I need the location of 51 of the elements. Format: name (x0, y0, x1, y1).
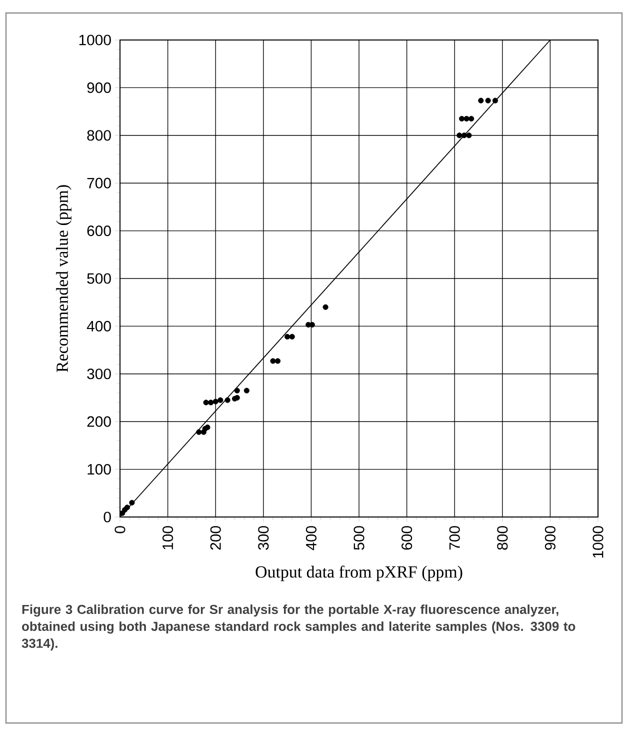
x-tick-label: 1000 (592, 526, 604, 558)
point (203, 400, 209, 406)
point (284, 334, 290, 340)
point (458, 116, 465, 122)
point (468, 116, 474, 122)
point (485, 98, 491, 104)
point (492, 98, 498, 104)
point (218, 397, 224, 403)
y-tick-label: 900 (87, 82, 111, 93)
point (456, 132, 462, 138)
x-tick-label: 400 (306, 526, 316, 550)
y-tick-label: 800 (87, 130, 111, 141)
point (124, 504, 130, 510)
point (274, 358, 281, 364)
x-tick-label: 900 (544, 526, 556, 550)
x-tick-label: 500 (354, 526, 364, 550)
y-tick-label: 300 (87, 368, 111, 380)
y-tick-label: 200 (87, 416, 111, 427)
y-tick-label: 0 (104, 512, 111, 522)
point (129, 500, 135, 506)
y-tick-label: 1000 (79, 34, 111, 46)
point (234, 394, 240, 401)
point (244, 388, 250, 394)
x-tick-label: 300 (258, 526, 269, 550)
point (234, 388, 240, 394)
point (204, 424, 210, 430)
y-tick-label: 100 (88, 464, 111, 475)
point (196, 429, 202, 435)
x-axis-title: Output data from pXRF (ppm) (256, 566, 462, 582)
y-tick-label: 400 (86, 320, 111, 332)
point (224, 397, 230, 403)
point (466, 132, 472, 138)
y-tick-label: 700 (87, 178, 111, 188)
point (322, 304, 328, 310)
x-tick-label: 0 (114, 526, 126, 534)
x-tick-label: 800 (497, 526, 508, 550)
point (208, 400, 214, 406)
x-tick-label: 100 (162, 526, 174, 550)
y-tick-label: 600 (87, 226, 111, 236)
x-tick-label: 700 (449, 526, 460, 550)
point (464, 116, 470, 122)
point (461, 132, 467, 138)
point (270, 358, 276, 364)
text: Figure 3 Calibration curve for Sr analysis for the portable X-ray fluorescence analyzer, obtained using both Japanese standard rock samples and laterite samples (Nos. 3309 to 3314). (22, 604, 576, 650)
point (289, 334, 295, 340)
x-tick-label: 600 (402, 526, 412, 550)
y-axis-title: Recommended value (ppm) (56, 185, 72, 372)
point (478, 98, 484, 104)
x-tick-label: 200 (210, 526, 221, 550)
point (212, 398, 218, 404)
y-tick-label: 500 (87, 273, 111, 284)
